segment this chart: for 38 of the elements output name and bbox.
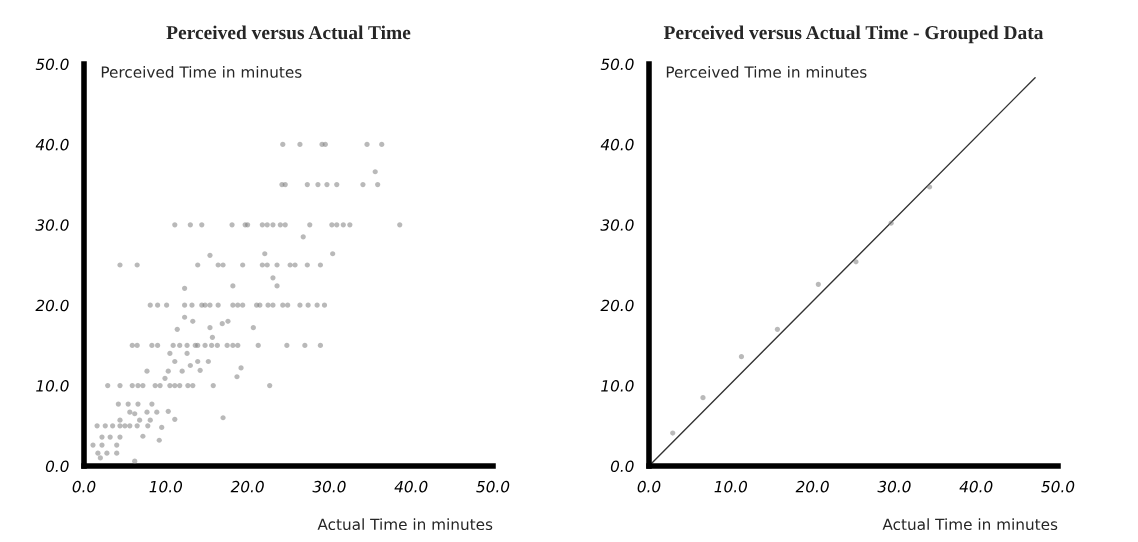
y-axis-title: Perceived Time in minutes <box>666 66 867 78</box>
x-axis-title: Actual Time in minutes <box>317 518 493 531</box>
y-tick-label: 10.0 <box>601 380 634 392</box>
point <box>700 395 706 401</box>
x-tick-label: 50.0 <box>476 480 510 493</box>
point <box>815 281 821 287</box>
point <box>853 259 859 265</box>
y-tick-label: 30.0 <box>35 219 69 231</box>
x-tick-label: 10.0 <box>149 480 183 493</box>
point <box>888 220 894 226</box>
y-tick-label: 0.0 <box>45 460 69 473</box>
y-tick-label: 40.0 <box>600 138 634 151</box>
x-tick-label: 20.0 <box>795 480 829 493</box>
chart-title: Perceived versus Actual Time - Grouped Data <box>663 25 1044 44</box>
y-tick-label: 30.0 <box>600 219 634 231</box>
x-tick-label: 30.0 <box>877 480 911 493</box>
y-tick-label: 20.0 <box>600 299 634 312</box>
y-tick-label: 50.0 <box>600 58 634 71</box>
x-tick-label: 20.0 <box>230 480 264 493</box>
y-tick-label: 0.0 <box>610 460 634 473</box>
chart-title: Perceived versus Actual Time <box>166 25 411 40</box>
y-tick-label: 50.0 <box>35 58 69 71</box>
x-tick-label: 40.0 <box>959 480 993 493</box>
point <box>926 184 933 190</box>
x-tick-label: 40.0 <box>394 480 428 493</box>
x-tick-label: 0.0 <box>637 480 661 493</box>
x-axis-title: Actual Time in minutes <box>882 518 1058 531</box>
x-tick-label: 30.0 <box>312 480 346 493</box>
y-tick-label: 20.0 <box>35 299 69 312</box>
x-tick-label: 50.0 <box>1041 480 1075 493</box>
point <box>670 430 676 436</box>
y-tick-label: 40.0 <box>35 138 69 151</box>
point <box>774 326 781 332</box>
y-tick-label: 10.0 <box>36 380 69 392</box>
y-axis-title: Perceived Time in minutes <box>101 66 302 78</box>
point <box>738 354 745 360</box>
x-tick-label: 0.0 <box>72 480 96 493</box>
x-tick-label: 10.0 <box>714 480 748 493</box>
